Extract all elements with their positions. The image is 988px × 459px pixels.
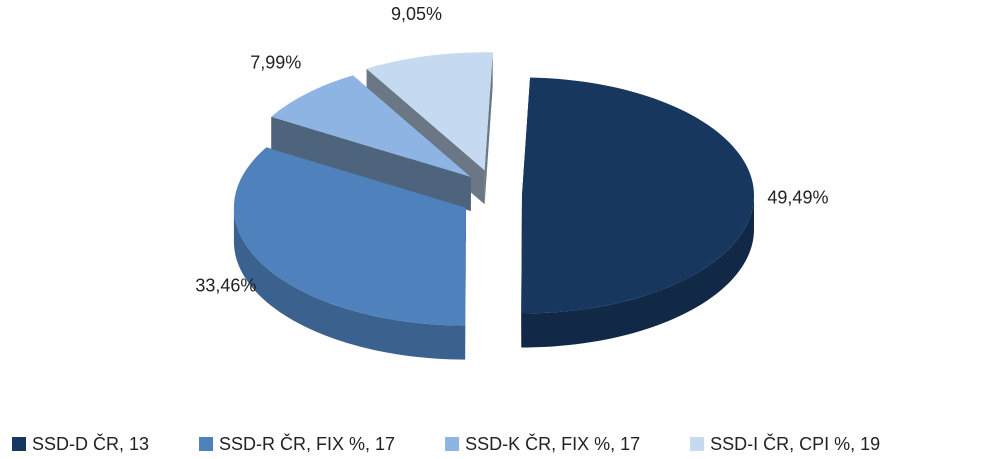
- legend: SSD-D ČR, 13 SSD-R ČR, FIX %, 17 SSD-K ČR,…: [12, 433, 880, 454]
- slice-top: [271, 75, 471, 177]
- legend-swatch: [690, 437, 705, 451]
- slice-wall: [484, 52, 493, 205]
- slice-top: [366, 52, 493, 171]
- slice-wall: [271, 116, 471, 211]
- data-label: 49,49%: [767, 187, 828, 207]
- slice-side: [233, 207, 466, 360]
- legend-label: SSD-R ČR, FIX %, 17: [219, 433, 395, 454]
- legend-swatch: [445, 437, 460, 451]
- legend-label: SSD-I ČR, CPI %, 19: [710, 433, 880, 454]
- slice-side: [521, 195, 754, 348]
- legend-swatch: [12, 437, 26, 451]
- slice: [233, 147, 466, 360]
- legend-label: SSD-D ČR, 13: [32, 433, 149, 454]
- slice-top: [233, 147, 466, 326]
- data-label: 7,99%: [250, 53, 301, 73]
- data-label: 9,05%: [391, 4, 442, 24]
- slice-wall: [465, 207, 466, 360]
- slice: [271, 75, 471, 211]
- slice: [521, 77, 754, 348]
- legend-label: SSD-K ČR, FIX %, 17: [465, 433, 640, 454]
- slice-top: [521, 77, 754, 314]
- legend-swatch: [199, 437, 214, 451]
- data-label: 33,46%: [195, 275, 256, 295]
